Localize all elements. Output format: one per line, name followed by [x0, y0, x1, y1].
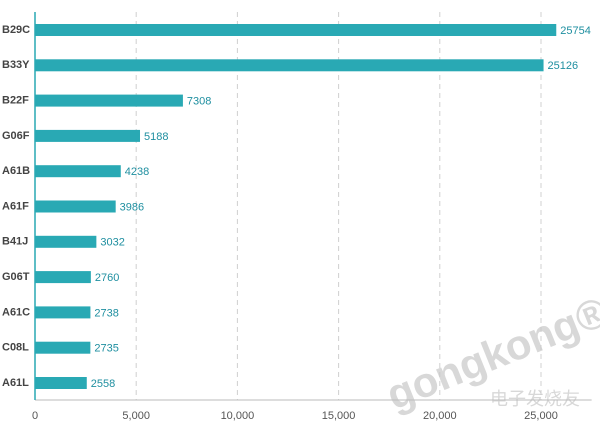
y-tick-label: G06T — [2, 271, 30, 283]
value-label: 25126 — [548, 60, 579, 72]
watermark: 电子发烧友 — [490, 389, 580, 409]
y-tick-label: A61B — [2, 165, 30, 177]
bar — [35, 165, 121, 178]
y-tick-label: B29C — [2, 24, 30, 36]
value-label: 2558 — [91, 378, 115, 390]
bar — [35, 235, 97, 248]
bar — [35, 59, 544, 72]
bar — [35, 271, 91, 284]
x-tick-label: 5,000 — [122, 410, 150, 422]
y-tick-label: C08L — [2, 342, 29, 354]
x-tick-label: 10,000 — [221, 410, 255, 422]
y-tick-label: A61F — [2, 200, 29, 212]
x-tick-label: 0 — [32, 410, 38, 422]
bar — [35, 129, 141, 142]
value-label: 2735 — [94, 343, 118, 355]
y-tick-label: A61C — [2, 306, 30, 318]
y-tick-label: B33Y — [2, 59, 30, 71]
bar — [35, 306, 91, 319]
bar — [35, 341, 91, 354]
x-tick-label: 20,000 — [423, 410, 457, 422]
value-label: 3986 — [120, 201, 144, 213]
y-tick-label: B22F — [2, 95, 29, 107]
value-label: 5188 — [144, 131, 168, 143]
value-label: 3032 — [100, 237, 124, 249]
bar — [35, 200, 116, 213]
x-tick-label: 15,000 — [322, 410, 356, 422]
y-tick-label: G06F — [2, 130, 30, 142]
value-label: 4238 — [125, 166, 149, 178]
bar — [35, 24, 557, 36]
y-tick-label: B41J — [2, 236, 28, 248]
value-label: 7308 — [187, 96, 211, 108]
y-tick-label: A61L — [2, 377, 29, 389]
value-label: 25754 — [560, 25, 591, 37]
x-tick-label: 25,000 — [524, 410, 558, 422]
value-label: 2760 — [95, 272, 119, 284]
value-label: 2738 — [94, 307, 118, 319]
bar — [35, 377, 87, 389]
bar — [35, 94, 183, 107]
